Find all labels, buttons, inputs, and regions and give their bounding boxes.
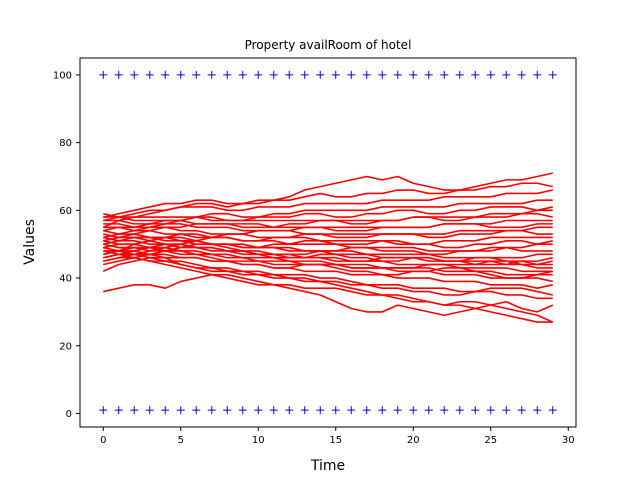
y-tick-label: 0 [66, 409, 72, 420]
bound-marker-1-10 [254, 70, 263, 79]
bound-marker-1-21 [424, 70, 433, 79]
bound-marker-2-26 [502, 406, 511, 415]
bound-marker-2-10 [254, 406, 263, 415]
bound-marker-1-12 [285, 70, 294, 79]
bound-marker-1-18 [378, 70, 387, 79]
bound-marker-1-2 [130, 70, 139, 79]
bound-marker-2-29 [548, 406, 557, 415]
y-tick-label: 20 [59, 341, 72, 352]
bound-marker-2-6 [192, 406, 201, 415]
bound-marker-2-5 [176, 406, 185, 415]
x-tick-label: 15 [329, 435, 342, 446]
bound-marker-2-3 [145, 406, 154, 415]
x-tick-label: 0 [100, 435, 106, 446]
y-tick-label: 80 [59, 138, 72, 149]
bound-marker-2-1 [114, 406, 123, 415]
y-tick-label: 60 [59, 206, 72, 217]
chart-title: Property availRoom of hotel [245, 38, 412, 52]
x-axis: 0 5 10 15 20 25 30 [100, 427, 575, 446]
y-axis: 0 20 40 60 80 100 [53, 70, 80, 420]
bound-marker-2-7 [207, 406, 216, 415]
x-tick-label: 10 [252, 435, 265, 446]
x-axis-title: Time [310, 458, 345, 474]
bound-marker-2-23 [455, 406, 464, 415]
bound-marker-2-11 [269, 406, 278, 415]
bound-marker-2-17 [362, 406, 371, 415]
bound-marker-1-26 [502, 70, 511, 79]
series-line-3 [103, 256, 554, 317]
bound-marker-1-25 [486, 70, 495, 79]
bound-marker-1-0 [99, 70, 108, 79]
series-line-27 [103, 199, 553, 239]
bound-marker-2-25 [486, 406, 495, 415]
x-tick-label: 20 [407, 435, 420, 446]
bound-marker-2-24 [471, 406, 480, 415]
bound-marker-1-13 [300, 70, 309, 79]
series-line-1 [103, 273, 554, 323]
bound-marker-2-16 [347, 406, 356, 415]
bound-marker-1-19 [393, 70, 402, 79]
bound-marker-2-8 [223, 406, 232, 415]
bound-marker-1-23 [455, 70, 464, 79]
bound-marker-2-13 [300, 406, 309, 415]
bound-marker-1-17 [362, 70, 371, 79]
bound-marker-1-27 [517, 70, 526, 79]
bound-marker-2-15 [331, 406, 340, 415]
x-tick-label: 25 [484, 435, 497, 446]
bound-marker-1-9 [238, 70, 247, 79]
plot-frame [79, 57, 577, 428]
series-line-30 [103, 172, 553, 218]
y-axis-title: Values [22, 219, 38, 265]
bound-marker-2-20 [409, 406, 418, 415]
series-line-25 [103, 209, 553, 222]
bound-marker-1-29 [548, 70, 557, 79]
bound-marker-1-22 [440, 70, 449, 79]
bound-marker-1-16 [347, 70, 356, 79]
x-tick-label: 5 [178, 435, 184, 446]
bound-marker-2-19 [393, 406, 402, 415]
bound-marker-1-15 [331, 70, 340, 79]
y-tick-label: 100 [53, 70, 72, 81]
bound-marker-2-28 [533, 406, 542, 415]
bound-marker-1-5 [176, 70, 185, 79]
bound-marker-2-14 [316, 406, 325, 415]
bound-marker-1-6 [192, 70, 201, 79]
bound-marker-1-4 [161, 70, 170, 79]
series-line-9 [103, 240, 553, 276]
bound-marker-1-7 [207, 70, 216, 79]
series-line-29 [102, 182, 553, 229]
bound-marker-2-4 [161, 406, 170, 415]
bound-marker-2-27 [517, 406, 526, 415]
bound-marker-2-22 [440, 406, 449, 415]
series-line-20 [103, 229, 553, 249]
bound-marker-1-11 [269, 70, 278, 79]
bound-marker-2-9 [238, 406, 247, 415]
series-layer [102, 172, 554, 323]
x-tick-label: 30 [562, 435, 575, 446]
y-tick-label: 40 [59, 274, 72, 285]
bound-marker-1-20 [409, 70, 418, 79]
bound-marker-1-8 [223, 70, 232, 79]
bound-marker-1-14 [316, 70, 325, 79]
bound-marker-1-3 [145, 70, 154, 79]
series-line-5 [103, 250, 553, 296]
bound-marker-1-1 [114, 70, 123, 79]
bound-marker-2-2 [130, 406, 139, 415]
bound-marker-2-12 [285, 406, 294, 415]
series-line-21 [103, 219, 553, 235]
bound-marker-1-28 [533, 70, 542, 79]
series-line-19 [103, 223, 553, 245]
bounds-layer [99, 70, 557, 415]
bound-marker-2-21 [424, 406, 433, 415]
bound-marker-2-0 [99, 406, 108, 415]
bound-marker-2-18 [378, 406, 387, 415]
series-line-18 [103, 236, 553, 256]
bound-marker-1-24 [471, 70, 480, 79]
